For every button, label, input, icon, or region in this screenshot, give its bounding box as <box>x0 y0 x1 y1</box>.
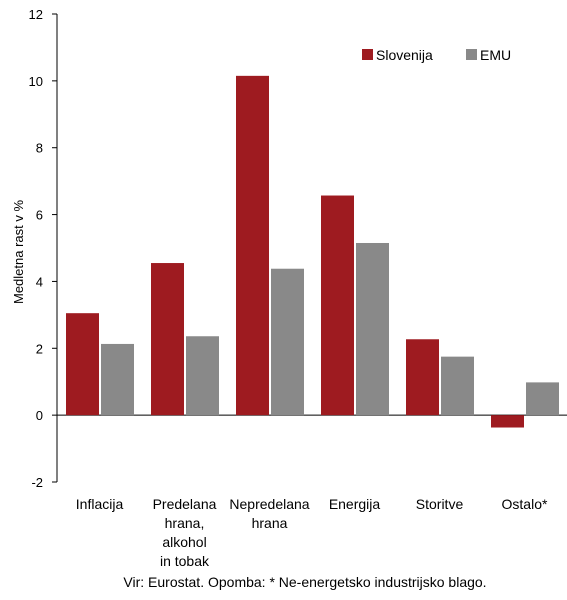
y-tick-label: 10 <box>29 74 43 89</box>
y-axis-title: Medletna rast v % <box>11 200 26 304</box>
legend: Slovenija EMU <box>362 47 511 63</box>
bar-emu-4 <box>441 356 474 416</box>
legend-label-slovenija: Slovenija <box>376 47 433 63</box>
x-category-label: hrana <box>252 515 288 531</box>
bar-emu-2 <box>271 268 304 416</box>
x-category-label: Ostalo* <box>502 496 548 512</box>
bar-slovenija-3 <box>321 195 354 416</box>
bar-emu-1 <box>186 336 219 416</box>
y-tick-label: 8 <box>36 141 43 156</box>
legend-label-emu: EMU <box>480 47 511 63</box>
bar-emu-3 <box>356 242 389 416</box>
labels-layer: -2 0 2 4 6 8 10 12 Inflacija Predelana hrana, alkoh… <box>29 7 548 569</box>
legend-swatch-slovenija <box>362 49 373 60</box>
bar-slovenija-0 <box>66 313 99 416</box>
legend-swatch-emu <box>466 49 477 60</box>
y-tick-label: 2 <box>36 341 43 356</box>
x-category-label: alkohol <box>162 534 206 550</box>
y-tick-label: -2 <box>31 475 43 490</box>
x-category-label: Energija <box>329 496 381 512</box>
x-category-label: Nepredelana <box>229 496 309 512</box>
x-category-label: Inflacija <box>76 496 124 512</box>
bar-slovenija-4 <box>406 339 439 416</box>
y-tick-label: 12 <box>29 7 43 22</box>
axes-layer <box>52 13 567 483</box>
bar-slovenija-2 <box>236 75 269 416</box>
x-category-label: Predelana <box>153 496 217 512</box>
source-note: Vir: Eurostat. Opomba: * Ne-energetsko i… <box>123 574 486 590</box>
x-category-label: hrana, <box>165 515 205 531</box>
bar-emu-0 <box>101 343 134 416</box>
x-category-label: in tobak <box>160 553 210 569</box>
bars-layer <box>66 75 559 428</box>
x-category-label: Storitve <box>416 496 464 512</box>
y-tick-label: 4 <box>36 274 43 289</box>
y-tick-label: 6 <box>36 208 43 223</box>
bar-slovenija-1 <box>151 263 184 416</box>
bar-emu-5 <box>526 382 559 416</box>
bar-slovenija-5 <box>491 415 524 428</box>
y-tick-label: 0 <box>36 408 43 423</box>
